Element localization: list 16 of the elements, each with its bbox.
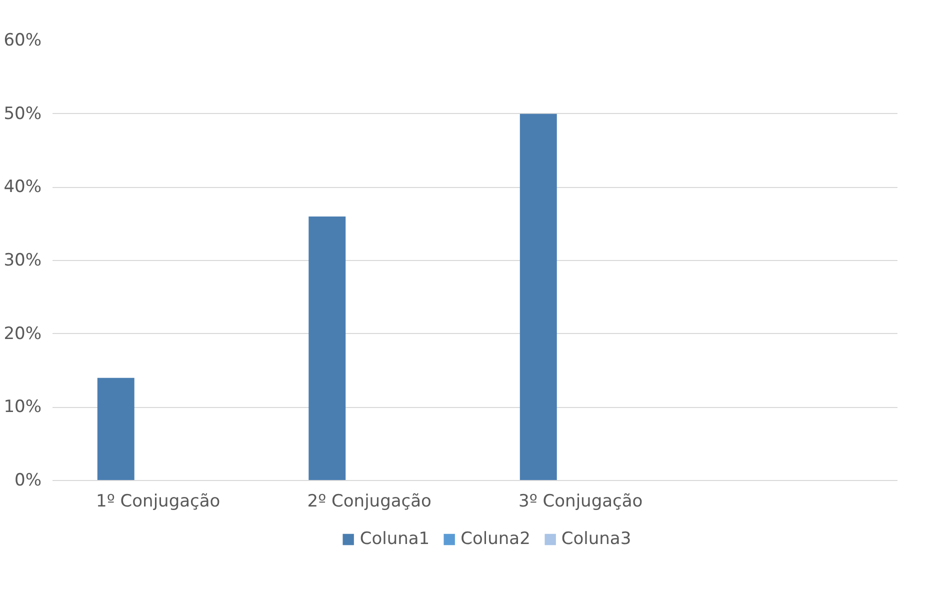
x-tick-label: 1º Conjugação — [96, 492, 220, 512]
y-tick-label: 50% — [4, 104, 42, 124]
bar — [520, 114, 557, 480]
bar — [308, 216, 346, 480]
x-tick-label: 2º Conjugação — [307, 492, 432, 512]
y-tick-label: 10% — [4, 397, 42, 418]
legend-label: Coluna2 — [460, 529, 530, 549]
y-tick-label: 0% — [14, 470, 42, 490]
y-tick-label: 40% — [4, 177, 42, 198]
y-tick-label: 30% — [4, 250, 42, 270]
bar — [97, 378, 134, 480]
y-tick-label: 20% — [4, 324, 42, 344]
y-tick-label: 60% — [4, 30, 42, 50]
legend-label: Coluna3 — [561, 529, 632, 549]
legend-label: Coluna1 — [360, 529, 430, 549]
x-tick-label: 3º Conjugação — [518, 492, 643, 512]
